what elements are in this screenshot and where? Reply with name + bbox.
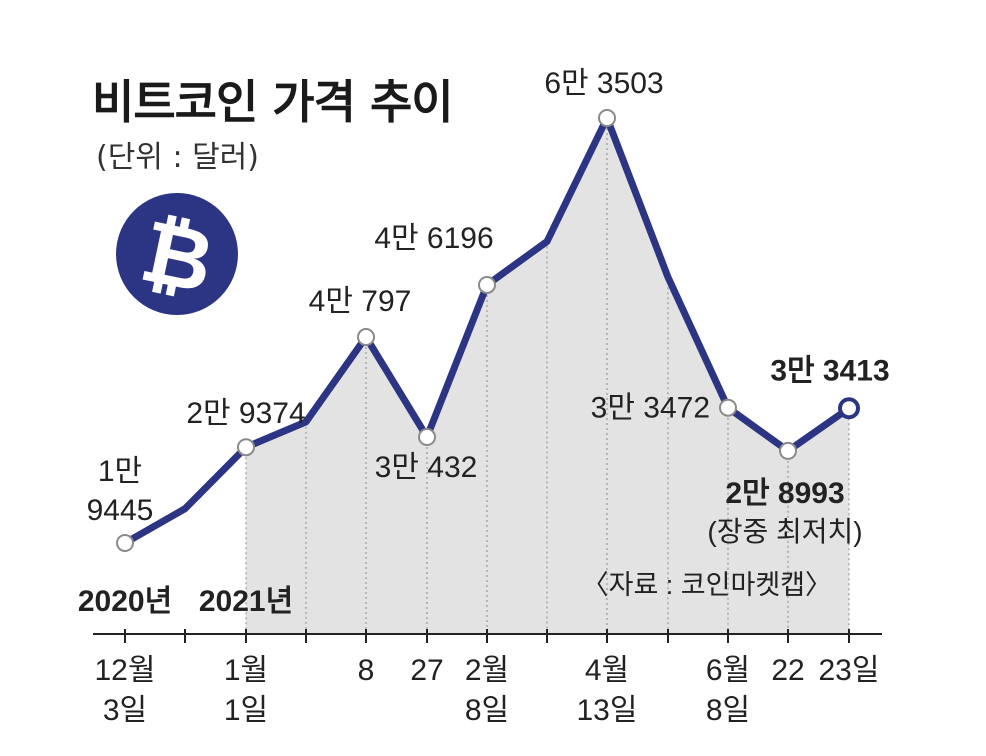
data-label: 1만 [98,455,142,488]
data-label: 6만 3503 [544,67,663,100]
data-point-marker [116,534,134,552]
x-tick-label: 6월 [706,654,750,687]
x-tick-label: 4월 [585,654,629,687]
x-tick-label: 8일 [706,694,750,727]
data-label: 2만 8993 [725,477,844,510]
data-point-marker [418,428,436,447]
chart-title: 비트코인 가격 추이 [92,75,454,129]
x-tick-label: 8일 [465,694,509,727]
data-note: (장중 최저치) [707,516,862,547]
x-tick-label: 13일 [577,694,638,727]
x-tick-label: 2월 [465,654,509,687]
x-tick-label: 1일 [224,694,268,727]
data-point-marker [598,109,616,127]
source-note: 〈자료 : 코인마켓캡〉 [582,570,832,600]
data-label: 2만 9374 [186,397,305,430]
x-tick-label: 27 [410,654,443,687]
year-label: 2021년 [199,585,293,618]
x-tick-label: 12월 [95,654,156,687]
data-label: 4만 797 [309,285,412,318]
data-label: 9445 [87,494,154,527]
chart-unit: (단위 : 달러) [96,140,259,175]
data-point-marker [357,328,375,347]
x-tick-label: 8 [358,654,375,687]
year-label: 2020년 [78,585,172,618]
data-label: 3만 3413 [770,354,889,387]
x-tick-label: 23일 [819,654,880,687]
bitcoin-icon [116,193,238,315]
data-label: 3만 3472 [591,392,710,425]
x-tick-label: 22 [771,654,804,687]
data-point-marker [779,441,797,460]
x-tick-label: 1월 [224,654,268,687]
data-point-marker [237,438,255,457]
data-point-marker [719,398,737,417]
data-point-marker [478,275,496,294]
data-label: 3만 432 [375,451,478,484]
chart-area-fill [246,118,849,634]
data-point-marker [838,397,860,420]
x-tick-label: 3일 [103,694,147,727]
data-label: 4만 6196 [374,222,493,255]
